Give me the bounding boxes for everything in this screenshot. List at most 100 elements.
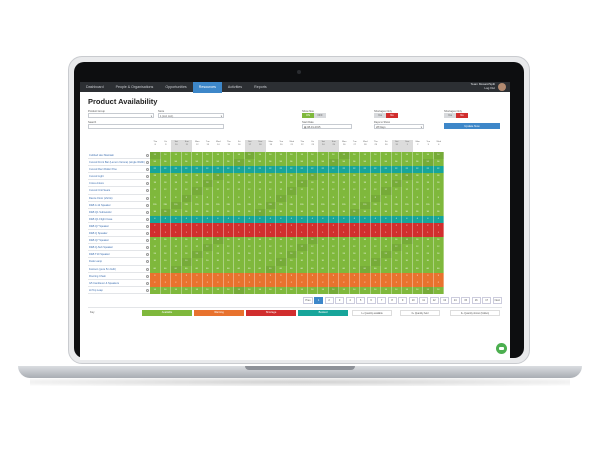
- availability-cell[interactable]: 2: [360, 279, 371, 287]
- availability-cell[interactable]: 16: [402, 237, 413, 245]
- availability-cell[interactable]: 12: [370, 244, 381, 252]
- availability-cell[interactable]: 8: [381, 194, 392, 202]
- availability-cell[interactable]: 8: [286, 194, 297, 202]
- availability-cell[interactable]: 14: [381, 286, 392, 294]
- availability-cell[interactable]: 60: [423, 265, 434, 273]
- availability-cell[interactable]: 14: [286, 152, 297, 160]
- product-name-link[interactable]: Cubbed Hex Maintain: [88, 152, 150, 160]
- availability-cell[interactable]: 14: [223, 152, 234, 160]
- availability-cell[interactable]: 3: [297, 272, 308, 280]
- availability-cell[interactable]: 12: [202, 187, 213, 195]
- availability-cell[interactable]: 3: [391, 272, 402, 280]
- availability-cell[interactable]: 24: [349, 251, 360, 259]
- availability-cell[interactable]: 24: [433, 251, 444, 259]
- availability-cell[interactable]: 8: [318, 194, 329, 202]
- availability-cell[interactable]: 4: [381, 215, 392, 223]
- availability-cell[interactable]: 10: [286, 258, 297, 266]
- availability-cell[interactable]: 2: [307, 222, 318, 231]
- days-select[interactable]: 28 Days ▾: [374, 124, 424, 129]
- availability-cell[interactable]: 12: [307, 244, 318, 252]
- info-icon[interactable]: [146, 267, 149, 271]
- availability-cell[interactable]: 8: [423, 194, 434, 202]
- availability-cell[interactable]: 8: [339, 194, 350, 202]
- availability-cell[interactable]: 16: [223, 237, 234, 245]
- availability-cell[interactable]: 12: [276, 244, 287, 252]
- availability-cell[interactable]: 4: [297, 215, 308, 223]
- availability-cell[interactable]: 3: [412, 272, 423, 280]
- availability-cell[interactable]: 2: [171, 279, 182, 287]
- availability-cell[interactable]: 24: [213, 251, 224, 259]
- availability-cell[interactable]: 16: [423, 237, 434, 245]
- availability-cell[interactable]: 28: [202, 173, 213, 181]
- availability-cell[interactable]: 60: [349, 265, 360, 273]
- availability-cell[interactable]: 14: [360, 152, 371, 160]
- availability-cell[interactable]: 60: [433, 265, 444, 273]
- availability-cell[interactable]: 1: [234, 230, 245, 238]
- page-button[interactable]: 6: [366, 296, 376, 304]
- availability-cell[interactable]: 10: [360, 258, 371, 266]
- availability-cell[interactable]: 28: [339, 173, 350, 181]
- availability-cell[interactable]: 2: [381, 279, 392, 287]
- info-icon[interactable]: [146, 196, 149, 200]
- availability-cell[interactable]: 14: [328, 286, 339, 294]
- info-icon[interactable]: [146, 253, 149, 257]
- availability-cell[interactable]: 96: [433, 159, 444, 167]
- availability-cell[interactable]: 60: [360, 265, 371, 273]
- availability-cell[interactable]: 96: [339, 159, 350, 167]
- availability-cell[interactable]: 3: [171, 272, 182, 280]
- availability-cell[interactable]: 3: [160, 272, 171, 280]
- availability-cell[interactable]: 24: [423, 251, 434, 259]
- availability-cell[interactable]: 28: [223, 173, 234, 181]
- availability-cell[interactable]: 12: [433, 244, 444, 252]
- availability-cell[interactable]: 3: [286, 272, 297, 280]
- availability-cell[interactable]: 3: [328, 272, 339, 280]
- availability-cell[interactable]: 18: [381, 180, 392, 188]
- availability-cell[interactable]: 18: [213, 180, 224, 188]
- page-button[interactable]: 1: [314, 296, 324, 304]
- availability-cell[interactable]: 36: [412, 208, 423, 216]
- availability-cell[interactable]: 12: [339, 244, 350, 252]
- availability-cell[interactable]: 14: [192, 286, 203, 294]
- availability-cell[interactable]: 1: [433, 230, 444, 238]
- show-nos-on-toggle[interactable]: ON: [302, 113, 314, 118]
- product-name-link[interactable]: Curved Light: [88, 173, 150, 181]
- availability-cell[interactable]: 1: [412, 230, 423, 238]
- start-date-input[interactable]: ▦ 08-01-2015: [302, 124, 352, 129]
- availability-cell[interactable]: 220: [286, 201, 297, 209]
- availability-cell[interactable]: 12: [181, 244, 192, 252]
- availability-cell[interactable]: 1: [307, 230, 318, 238]
- availability-cell[interactable]: 24: [265, 251, 276, 259]
- availability-cell[interactable]: 220: [318, 201, 329, 209]
- availability-cell[interactable]: 8: [192, 194, 203, 202]
- availability-cell[interactable]: 10: [339, 258, 350, 266]
- availability-cell[interactable]: 14: [286, 286, 297, 294]
- availability-cell[interactable]: 12: [391, 187, 402, 195]
- availability-cell[interactable]: 28: [255, 173, 266, 181]
- availability-cell[interactable]: 24: [286, 251, 297, 259]
- availability-cell[interactable]: 18: [160, 180, 171, 188]
- availability-cell[interactable]: 4: [234, 215, 245, 223]
- product-name-link[interactable]: Hi Top Leap: [88, 287, 150, 294]
- availability-cell[interactable]: 3: [402, 272, 413, 280]
- availability-cell[interactable]: 2: [433, 222, 444, 231]
- availability-cell[interactable]: 16: [307, 237, 318, 245]
- availability-cell[interactable]: 2: [265, 279, 276, 287]
- availability-cell[interactable]: 2: [202, 222, 213, 231]
- availability-cell[interactable]: 12: [192, 244, 203, 252]
- availability-cell[interactable]: 16: [244, 237, 255, 245]
- availability-cell[interactable]: 220: [265, 201, 276, 209]
- availability-cell[interactable]: 16: [213, 237, 224, 245]
- availability-cell[interactable]: 12: [276, 187, 287, 195]
- availability-cell[interactable]: 96: [150, 159, 161, 167]
- availability-cell[interactable]: 10: [297, 258, 308, 266]
- availability-cell[interactable]: 3: [318, 272, 329, 280]
- availability-cell[interactable]: 96: [391, 159, 402, 167]
- availability-cell[interactable]: 2: [318, 279, 329, 287]
- availability-cell[interactable]: 8: [255, 194, 266, 202]
- availability-cell[interactable]: 1: [339, 230, 350, 238]
- product-name-link[interactable]: Flooring Chain: [88, 273, 150, 280]
- availability-cell[interactable]: 22: [213, 166, 224, 174]
- availability-cell[interactable]: 22: [412, 166, 423, 174]
- availability-cell[interactable]: 2: [286, 279, 297, 287]
- availability-cell[interactable]: 12: [433, 187, 444, 195]
